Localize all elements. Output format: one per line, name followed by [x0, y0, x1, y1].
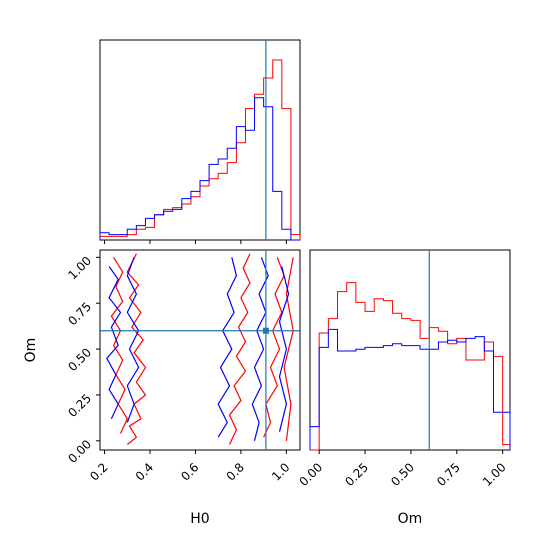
hist-om-xtick-label-0: 0.00 [297, 460, 326, 489]
contour-xtick-label-2: 0.6 [178, 460, 201, 483]
contour-truth-marker [262, 327, 269, 334]
contour-series1-level-1 [110, 256, 128, 434]
hist-om-xtick-label-3: 0.75 [434, 460, 463, 489]
contour-xtick-label-1: 0.4 [133, 460, 156, 483]
x-axis-title-om: Om [398, 511, 423, 527]
contour-ytick-label-4: 1.00 [65, 254, 94, 283]
y-axis-title-om: Om [23, 338, 39, 363]
contour-xtick-label-0: 0.2 [87, 460, 110, 483]
contour-series2-level-0 [106, 266, 122, 420]
contour-ytick-label-1: 0.25 [65, 391, 94, 420]
hist-om-xtick-label-2: 0.50 [388, 460, 417, 489]
contour-ytick-label-0: 0.00 [65, 437, 94, 466]
hist-om-xtick-label-4: 1.00 [480, 460, 509, 489]
contour-series1-level-0 [126, 253, 147, 445]
contour-series1-level-3 [263, 257, 285, 438]
histogram-panel-om: 0.00 0.25 0.50 0.75 1.00 [297, 249, 511, 489]
histogram-om-frame [309, 249, 511, 451]
contour-series1-level-2 [228, 253, 251, 445]
contour-frame [99, 249, 301, 451]
hist-om-xtick-label-1: 0.25 [342, 460, 371, 489]
hist-h0-series-series2 [99, 97, 300, 241]
contour-series2-level-3 [251, 257, 269, 441]
x-axis-title-h0: H0 [190, 511, 209, 527]
contour-series2-level-4 [278, 266, 290, 432]
contour-xtick-label-3: 0.8 [224, 460, 247, 483]
contour-ytick-label-3: 0.75 [65, 299, 94, 328]
contour-series2-level-1 [126, 257, 140, 423]
contour-panel-h0-om: 0.2 0.4 0.6 0.8 1.0 0.00 0.25 0.50 0.75 1.00 [65, 249, 301, 484]
contour-series2-level-2 [217, 257, 238, 438]
hist-om-series-series2 [309, 328, 511, 450]
contour-xtick-label-4: 1.0 [269, 460, 292, 483]
hist-om-series-series1 [310, 282, 511, 451]
contour-ytick-label-2: 0.50 [65, 345, 94, 374]
histogram-panel-h0 [99, 39, 301, 244]
hist-h0-series-series1 [99, 59, 301, 240]
contour-series1-level-4 [283, 257, 294, 441]
histogram-h0-frame [99, 39, 301, 241]
